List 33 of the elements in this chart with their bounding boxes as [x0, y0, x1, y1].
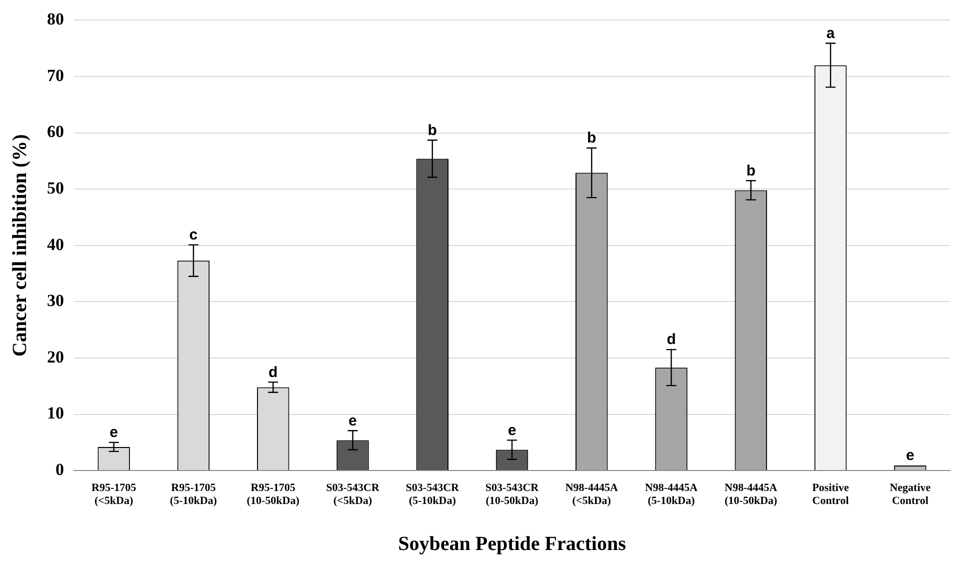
y-tick-label: 50: [47, 178, 64, 198]
y-tick-label: 20: [47, 347, 64, 366]
x-tick-label: S03-543CR (5-10kDa): [406, 482, 460, 508]
y-tick-label: 80: [47, 10, 64, 29]
annotation: b: [746, 162, 756, 180]
y-tick-label: 0: [56, 460, 64, 479]
y-tick-label: 70: [47, 66, 64, 85]
x-tick-label: N98-4445A (10-50kDa): [724, 482, 778, 508]
x-tick-label: S03-543CR (10-50kDa): [485, 482, 540, 508]
x-tick-label: N98-4445A (<5kDa): [565, 482, 618, 508]
x-tick-label: S03-543CR (<5kDa): [326, 482, 380, 508]
annotation: e: [110, 424, 118, 442]
y-tick-label: 30: [47, 291, 64, 310]
x-tick-label: Positive Control: [812, 482, 849, 508]
x-axis-title: Soybean Peptide Fractions: [398, 533, 626, 556]
y-axis-title: Cancer cell inhibition (%): [9, 134, 32, 357]
y-tick-label: 10: [47, 404, 64, 423]
x-tick-label: R95-1705 (<5kDa): [92, 482, 137, 508]
annotation: e: [906, 447, 914, 464]
y-tick-label: 60: [47, 122, 64, 142]
annotation: d: [666, 331, 676, 348]
annotation: d: [268, 364, 278, 381]
annotation: e: [508, 422, 516, 439]
annotation: b: [428, 122, 437, 139]
annotation: a: [826, 24, 836, 42]
x-tick-label: R95-1705 (5-10kDa): [170, 482, 218, 508]
annotation: b: [587, 130, 596, 147]
x-tick-label: Negative Control: [890, 482, 931, 508]
x-tick-label: R95-1705 (10-50kDa): [246, 482, 300, 508]
y-tick-label: 40: [47, 234, 64, 254]
annotation: c: [189, 226, 198, 244]
x-tick-label: N98-4445A (5-10kDa): [644, 482, 698, 508]
annotation: e: [348, 412, 357, 430]
